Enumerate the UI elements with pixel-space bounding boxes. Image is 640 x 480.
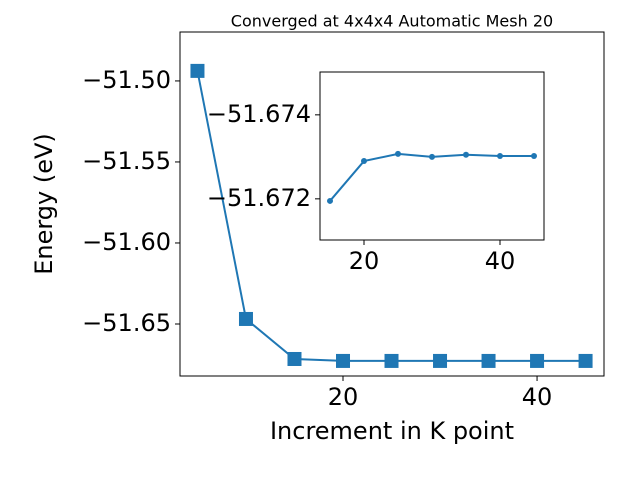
marker [394,150,401,157]
y-axis-label: Energy (eV) [30,133,58,275]
marker [578,353,593,368]
marker [433,353,448,368]
x-tick-label: 40 [522,383,553,411]
marker [531,153,538,159]
marker [336,353,351,368]
marker [326,197,333,204]
marker [360,158,367,165]
marker [530,353,545,368]
marker [429,153,435,160]
y-tick-label: −51.55 [82,147,171,175]
y-tick-label: −51.60 [82,228,171,256]
y-tick-label: −51.50 [82,66,171,94]
y-tick-label: −51.65 [82,309,171,337]
chart-title: Converged at 4x4x4 Automatic Mesh 20 [231,12,553,31]
marker [287,351,302,366]
marker [190,63,205,78]
marker [497,153,504,159]
y-tick-label: −51.674 [207,100,311,128]
axes-frame [319,71,545,241]
marker [481,353,496,368]
axes-frame [179,31,605,377]
x-axis-label: Increment in K point [270,417,514,445]
marker [463,151,470,158]
marker [238,311,253,326]
x-tick-label: 40 [485,247,516,275]
y-tick-label: −51.672 [207,184,311,212]
x-tick-label: 20 [349,247,380,275]
x-tick-label: 20 [328,383,359,411]
marker [384,353,399,368]
